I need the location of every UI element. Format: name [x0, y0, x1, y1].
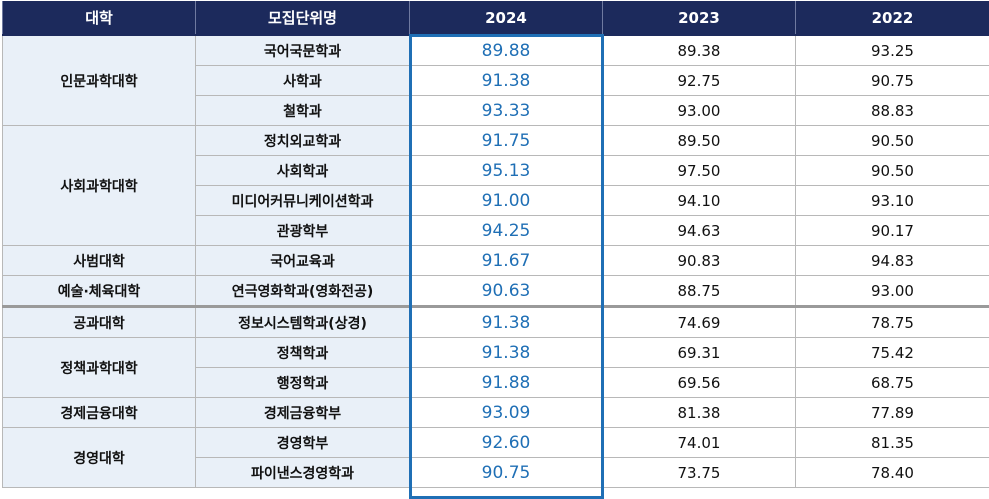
dept-cell: 파이낸스경영학과	[196, 458, 410, 488]
dept-cell: 경영학부	[196, 428, 410, 458]
score-2023-cell: 74.01	[603, 428, 796, 458]
college-cell: 경영대학	[3, 428, 196, 488]
score-2024-cell: 91.88	[410, 368, 603, 398]
college-cell: 예술·체육대학	[3, 276, 196, 307]
score-2023-cell: 73.75	[603, 458, 796, 488]
college-cell: 정책과학대학	[3, 338, 196, 398]
score-2024-cell: 95.13	[410, 156, 603, 186]
admission-score-table: 대학 모집단위명 2024 2023 2022 인문과학대학 국어국문학과 89…	[2, 1, 989, 488]
header-2022: 2022	[796, 1, 989, 35]
dept-cell: 정책학과	[196, 338, 410, 368]
score-2024-cell: 90.63	[410, 276, 603, 307]
score-2024-cell: 93.33	[410, 96, 603, 126]
score-2022-cell: 93.10	[796, 186, 989, 216]
score-2023-cell: 94.10	[603, 186, 796, 216]
dept-cell: 국어교육과	[196, 246, 410, 276]
score-2023-cell: 93.00	[603, 96, 796, 126]
college-cell: 인문과학대학	[3, 35, 196, 126]
score-2022-cell: 90.75	[796, 66, 989, 96]
score-2024-cell: 91.75	[410, 126, 603, 156]
score-2022-cell: 68.75	[796, 368, 989, 398]
score-2023-cell: 90.83	[603, 246, 796, 276]
dept-cell: 행정학과	[196, 368, 410, 398]
score-2023-cell: 89.38	[603, 35, 796, 66]
score-2024-cell: 91.00	[410, 186, 603, 216]
table-row: 공과대학 정보시스템학과(상경) 91.38 74.69 78.75	[3, 307, 989, 338]
score-2024-cell: 91.38	[410, 307, 603, 338]
college-cell: 공과대학	[3, 307, 196, 338]
score-2022-cell: 88.83	[796, 96, 989, 126]
score-2022-cell: 94.83	[796, 246, 989, 276]
dept-cell: 사학과	[196, 66, 410, 96]
score-2022-cell: 93.00	[796, 276, 989, 307]
header-2024: 2024	[410, 1, 603, 35]
score-2024-cell: 94.25	[410, 216, 603, 246]
dept-cell: 연극영화학과(영화전공)	[196, 276, 410, 307]
score-2024-cell: 91.38	[410, 338, 603, 368]
dept-cell: 경제금융학부	[196, 398, 410, 428]
score-2023-cell: 97.50	[603, 156, 796, 186]
score-2023-cell: 92.75	[603, 66, 796, 96]
score-2024-cell: 91.38	[410, 66, 603, 96]
table-row: 정책과학대학 정책학과 91.38 69.31 75.42	[3, 338, 989, 368]
dept-cell: 정치외교학과	[196, 126, 410, 156]
college-cell: 사범대학	[3, 246, 196, 276]
table-row: 예술·체육대학 연극영화학과(영화전공) 90.63 88.75 93.00	[3, 276, 989, 307]
header-dept: 모집단위명	[196, 1, 410, 35]
score-2022-cell: 90.50	[796, 126, 989, 156]
score-2024-cell: 90.75	[410, 458, 603, 488]
dept-cell: 정보시스템학과(상경)	[196, 307, 410, 338]
score-2022-cell: 78.75	[796, 307, 989, 338]
score-2022-cell: 81.35	[796, 428, 989, 458]
score-2022-cell: 90.17	[796, 216, 989, 246]
table-row: 사회과학대학 정치외교학과 91.75 89.50 90.50	[3, 126, 989, 156]
score-2022-cell: 90.50	[796, 156, 989, 186]
table-header-row: 대학 모집단위명 2024 2023 2022	[3, 1, 989, 35]
score-2024-cell: 89.88	[410, 35, 603, 66]
dept-cell: 사회학과	[196, 156, 410, 186]
score-2023-cell: 94.63	[603, 216, 796, 246]
dept-cell: 국어국문학과	[196, 35, 410, 66]
table-row: 인문과학대학 국어국문학과 89.88 89.38 93.25	[3, 35, 989, 66]
table-row: 경제금융대학 경제금융학부 93.09 81.38 77.89	[3, 398, 989, 428]
table-row: 사범대학 국어교육과 91.67 90.83 94.83	[3, 246, 989, 276]
score-2023-cell: 74.69	[603, 307, 796, 338]
score-2023-cell: 81.38	[603, 398, 796, 428]
score-2022-cell: 75.42	[796, 338, 989, 368]
college-cell: 사회과학대학	[3, 126, 196, 246]
score-2022-cell: 77.89	[796, 398, 989, 428]
header-2023: 2023	[603, 1, 796, 35]
score-2024-cell: 92.60	[410, 428, 603, 458]
dept-cell: 철학과	[196, 96, 410, 126]
table-row: 경영대학 경영학부 92.60 74.01 81.35	[3, 428, 989, 458]
dept-cell: 미디어커뮤니케이션학과	[196, 186, 410, 216]
score-2023-cell: 69.31	[603, 338, 796, 368]
score-2024-cell: 93.09	[410, 398, 603, 428]
score-2022-cell: 93.25	[796, 35, 989, 66]
college-cell: 경제금융대학	[3, 398, 196, 428]
score-2023-cell: 69.56	[603, 368, 796, 398]
score-2023-cell: 89.50	[603, 126, 796, 156]
score-2023-cell: 88.75	[603, 276, 796, 307]
header-college: 대학	[3, 1, 196, 35]
score-2024-cell: 91.67	[410, 246, 603, 276]
score-2022-cell: 78.40	[796, 458, 989, 488]
dept-cell: 관광학부	[196, 216, 410, 246]
